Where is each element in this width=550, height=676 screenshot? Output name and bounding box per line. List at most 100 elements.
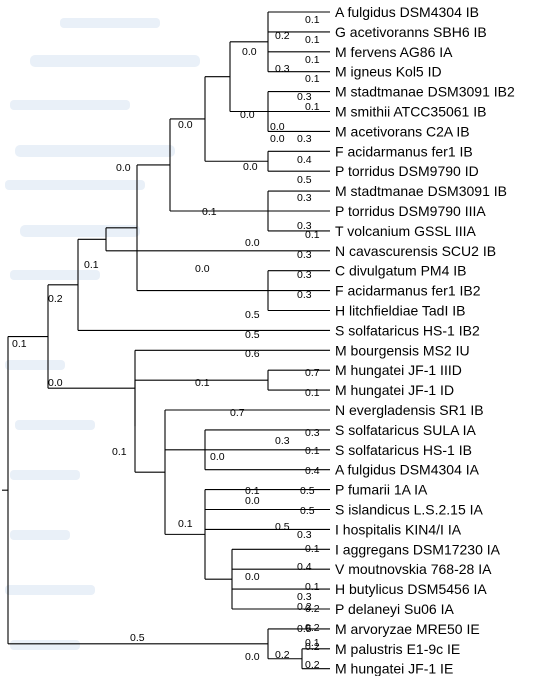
branch-length-label: 0.1 <box>305 101 320 113</box>
branch-length-label: 0.3 <box>297 220 312 232</box>
branch-length-label: 0.3 <box>297 269 312 281</box>
taxon-label: M fervens AG86 IA <box>335 44 453 60</box>
branch-length-label: 0.2 <box>275 649 290 661</box>
taxon-label: S solfataricus SULA IA <box>335 422 477 438</box>
taxon-label: C divulgatum PM4 IB <box>335 263 467 279</box>
branch-length-label: 0.1 <box>245 485 260 497</box>
branch-length-label: 0.0 <box>195 263 210 275</box>
branch-length-label: 0.0 <box>270 121 285 133</box>
branch-length-label: 0.2 <box>305 603 320 615</box>
branch-length-label: 0.0 <box>245 651 260 663</box>
taxon-label: N evergladensis SR1 IB <box>335 402 484 418</box>
branch-length-label: 0.2 <box>48 293 63 305</box>
branch-length-label: 0.7 <box>305 367 320 379</box>
branch-length-label: 0.3 <box>297 133 312 145</box>
branch-length-label: 0.0 <box>178 119 193 131</box>
taxon-label: S solfataricus HS-1 IB2 <box>335 322 480 338</box>
branch-length-label: 0.5 <box>300 485 315 497</box>
taxon-label: S islandicus L.S.2.15 IA <box>335 502 484 518</box>
branch-length-label: 0.3 <box>297 249 312 261</box>
branch-length-label: 0.4 <box>305 465 320 477</box>
branch-length-label: 0.3 <box>297 192 312 204</box>
taxon-label: T volcanium GSSL IIIA <box>335 223 476 239</box>
branch-length-label: 0.3 <box>275 63 290 75</box>
branch-length-label: 0.0 <box>245 495 260 507</box>
branch-length-label: 0.5 <box>297 174 312 186</box>
taxon-label: M hungatei JF-1 IIID <box>335 362 462 378</box>
branch-length-label: 0.5 <box>130 632 145 644</box>
branch-length-label: 0.5 <box>297 623 312 635</box>
branch-length-label: 0.3 <box>305 427 320 439</box>
taxon-label: M hungatei JF-1 ID <box>335 382 454 398</box>
branch-length-label: 0.3 <box>297 529 312 541</box>
taxon-label: G acetivoranns SBH6 IB <box>335 24 487 40</box>
taxon-label: P torridus DSM9790 IIIA <box>335 203 486 219</box>
taxon-label: P delaneyi Su06 IA <box>335 601 454 617</box>
taxon-label: I hospitalis KIN4/I IA <box>335 521 462 537</box>
branch-length-label: 0.7 <box>230 407 245 419</box>
branch-length-label: 0.0 <box>242 46 257 58</box>
taxon-label: H butylicus DSM5456 IA <box>335 581 487 597</box>
taxon-label: S solfataricus HS-1 IB <box>335 442 472 458</box>
branch-length-label: 0.6 <box>245 348 260 360</box>
taxon-label: I aggregans DSM17230 IA <box>335 541 501 557</box>
taxon-label: M smithii ATCC35061 IB <box>335 104 486 120</box>
taxon-label: M igneus Kol5 ID <box>335 64 442 80</box>
branch-length-label: 0.1 <box>305 581 320 593</box>
taxon-label: M arvoryzae MRE50 IE <box>335 621 480 637</box>
branch-length-label: 0.3 <box>297 91 312 103</box>
branch-length-label: 0.4 <box>297 561 312 573</box>
branch-length-label: 0.0 <box>245 237 260 249</box>
branch-length-label: 0.1 <box>112 446 127 458</box>
branch-length-label: 0.0 <box>210 451 225 463</box>
branch-length-label: 0.2 <box>297 601 312 613</box>
branch-length-label: 0.5 <box>245 309 260 321</box>
branch-length-label: 0.1 <box>12 338 27 350</box>
taxon-label: P fumarii 1A IA <box>335 482 428 498</box>
branch-length-label: 0.4 <box>297 154 312 166</box>
branch-length-label: 0.1 <box>305 73 320 85</box>
branch-length-label: 0.0 <box>243 161 258 173</box>
branch-length-label: 0.5 <box>300 505 315 517</box>
branch-length-label: 0.1 <box>178 518 193 530</box>
taxon-label: M hungatei JF-1 IE <box>335 661 453 676</box>
branch-length-label: 0.1 <box>305 445 320 457</box>
branch-length-label: 0.2 <box>305 641 320 653</box>
branch-length-label: 0.0 <box>116 162 131 174</box>
branch-length-label: 0.3 <box>297 591 312 603</box>
taxon-label: F acidarmanus fer1 IB2 <box>335 283 481 299</box>
branch-length-label: 0.3 <box>297 289 312 301</box>
taxon-label: M acetivorans C2A IB <box>335 123 470 139</box>
taxon-label: M bourgensis MS2 IU <box>335 342 470 358</box>
taxon-label: N cavascurensis SCU2 IB <box>335 243 496 259</box>
branch-length-label: 0.1 <box>305 387 320 399</box>
branch-length-label: 0.1 <box>305 229 320 241</box>
taxon-label: A fulgidus DSM4304 IA <box>335 462 480 478</box>
taxon-label: A fulgidus DSM4304 IB <box>335 4 479 20</box>
branch-length-label: 0.1 <box>202 206 217 218</box>
branch-length-label: 0.1 <box>305 543 320 555</box>
branch-length-label: 0.1 <box>305 54 320 66</box>
branch-length-label: 0.0 <box>245 571 260 583</box>
branch-length-label: 0.0 <box>270 133 285 145</box>
branch-length-label: 0.1 <box>84 259 99 271</box>
taxon-label: H litchfieldiae TadI IB <box>335 303 465 319</box>
branch-length-label: 0.1 <box>305 34 320 46</box>
taxon-label: P torridus DSM9790 ID <box>335 163 479 179</box>
taxon-label: M stadtmanae DSM3091 IB2 <box>335 84 515 100</box>
branch-length-label: 0.0 <box>48 377 63 389</box>
branch-length-label: 0.0 <box>240 109 255 121</box>
branch-length-label: 0.2 <box>275 30 290 42</box>
branch-length-label: 0.2 <box>305 659 320 671</box>
taxon-label: V moutnovskia 768-28 IA <box>335 561 492 577</box>
branch-length-label: 0.5 <box>245 329 260 341</box>
branch-length-label: 0.3 <box>275 435 290 447</box>
branch-length-label: 0.2 <box>305 622 320 634</box>
branch-length-label: 0.1 <box>305 14 320 26</box>
branch-length-label: 0.5 <box>275 521 290 533</box>
branch-length-label: 0.1 <box>195 377 210 389</box>
branch-length-label: 0.1 <box>305 637 320 649</box>
taxon-label: M palustris E1-9c IE <box>335 641 460 657</box>
taxon-label: M stadtmanae DSM3091 IB <box>335 183 507 199</box>
